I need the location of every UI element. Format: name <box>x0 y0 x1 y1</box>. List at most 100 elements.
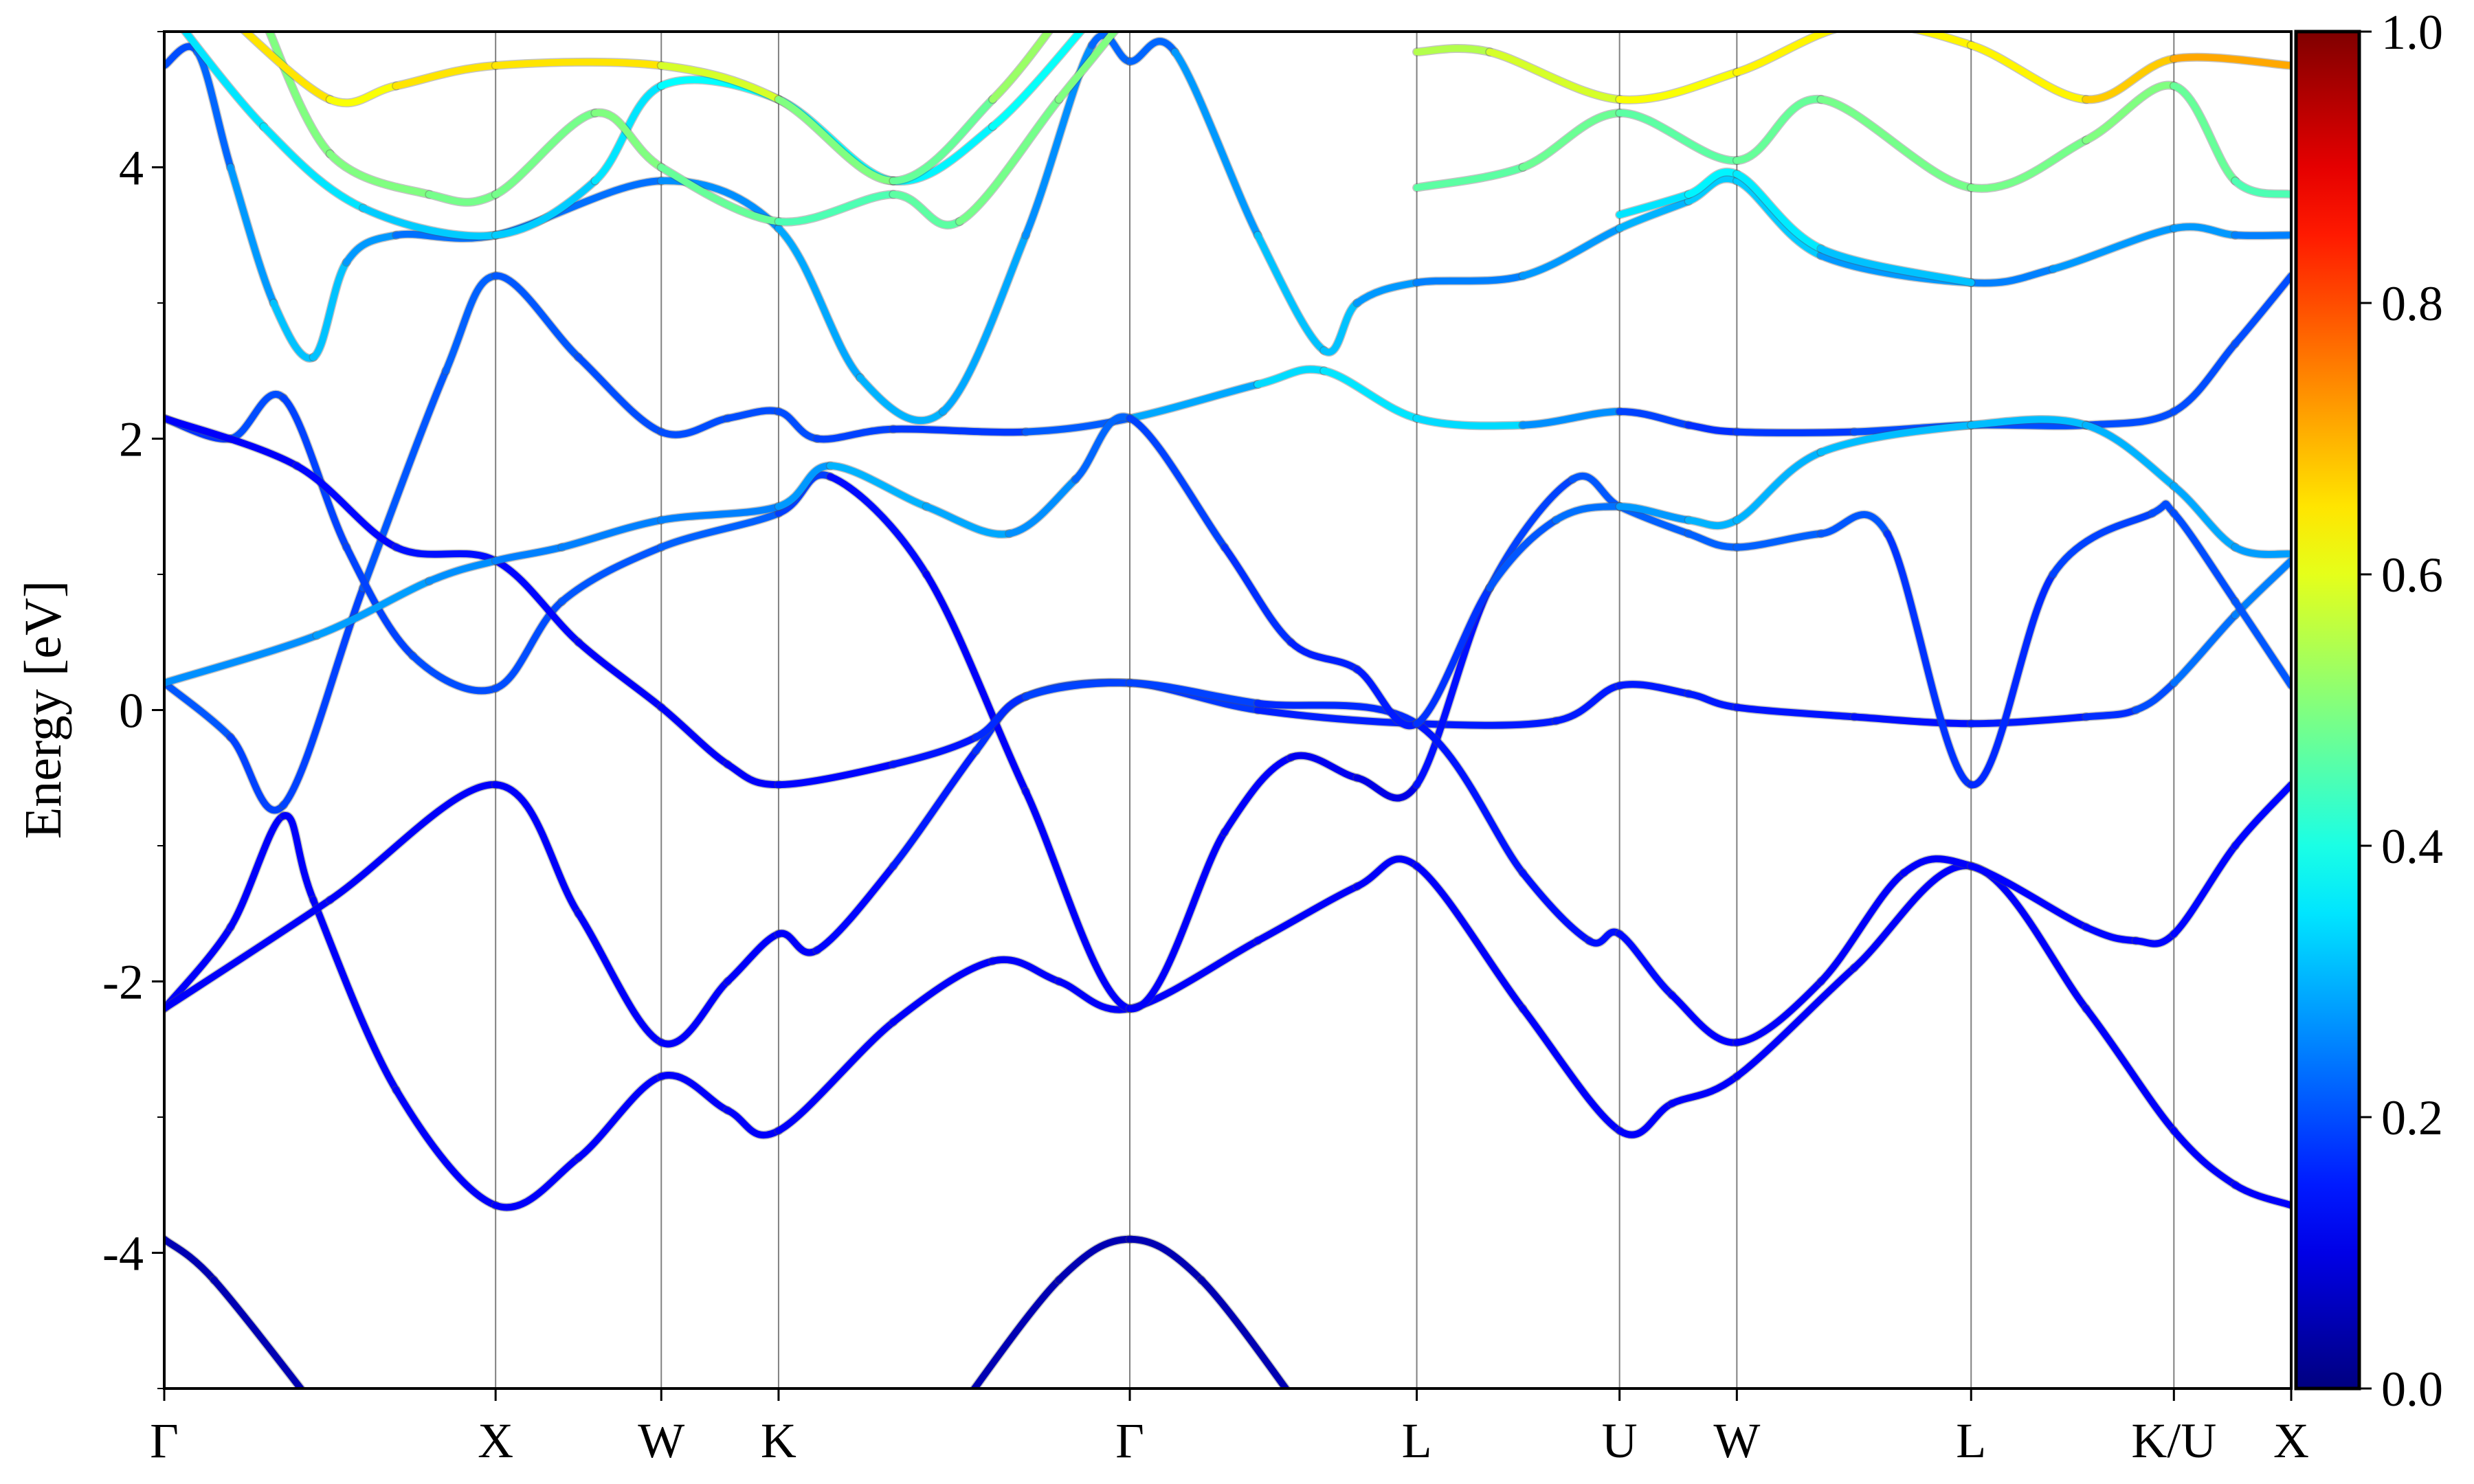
band-segment <box>889 734 980 768</box>
band-segment <box>2170 340 2239 415</box>
band-segment <box>227 734 287 814</box>
band-segment <box>1126 1235 1205 1283</box>
band-segment <box>359 367 449 592</box>
x-tick-label: W <box>1713 1413 1760 1468</box>
band-segment <box>972 693 1029 741</box>
band-segment <box>1585 928 1623 947</box>
band-segment <box>1254 366 1328 388</box>
band-segment <box>392 62 500 89</box>
colorbar-tick-label: 0.0 <box>2381 1362 2443 1417</box>
band-segment <box>1968 713 2090 728</box>
band-segment <box>889 957 996 1026</box>
band-segment <box>1616 109 1741 164</box>
band-segment <box>1353 666 1420 730</box>
band-segment <box>1733 95 1825 164</box>
band-segment <box>492 543 566 565</box>
band-segment <box>1616 930 1675 999</box>
band-segment <box>2082 408 2178 429</box>
band-segment <box>241 32 334 103</box>
band-segment <box>1733 964 1858 1080</box>
band-segment <box>1126 679 1262 707</box>
band-segment <box>280 812 317 903</box>
x-tick-label: X <box>2273 1413 2309 1468</box>
band-segment <box>1353 855 1420 890</box>
band-segment <box>227 164 278 306</box>
band-segment <box>2082 82 2178 144</box>
band-segment <box>989 956 1062 985</box>
y-tick-label: -4 <box>102 1226 144 1281</box>
band-segment <box>1022 788 1134 1012</box>
band-segment <box>1198 1277 1291 1389</box>
band-segment <box>260 123 367 212</box>
colorbar: 0.0 0.2 0.4 0.6 0.8 1.0 <box>2294 5 2443 1417</box>
band-segment <box>658 503 782 524</box>
x-tick-label: K/U <box>2131 1413 2216 1468</box>
band-segment <box>1733 170 1825 252</box>
band-segment <box>1413 862 1526 1012</box>
band-segment <box>970 1277 1062 1389</box>
band-segment <box>889 425 1029 436</box>
band-segment <box>1552 503 1623 524</box>
band-segment <box>575 910 665 1046</box>
band-segment <box>575 1072 665 1162</box>
band-segment <box>1668 1072 1741 1108</box>
band-segment <box>1089 32 1134 65</box>
band-segment <box>1968 571 2057 789</box>
band-segment <box>1684 530 1741 551</box>
band-segment <box>1413 272 1526 286</box>
band-segment <box>227 391 287 442</box>
band-segment-outline <box>825 472 931 579</box>
y-tick-label: 4 <box>119 141 144 196</box>
band-segment <box>774 761 897 789</box>
band-segment <box>2231 781 2291 849</box>
band-segment <box>1287 638 1361 673</box>
colorbar-tick-label: 0.6 <box>2381 548 2443 603</box>
band-segment <box>922 503 1013 538</box>
band-segment <box>1616 191 1692 218</box>
band-segment <box>1055 1235 1134 1283</box>
band-segment <box>1413 45 1493 56</box>
band-segment <box>492 177 599 239</box>
band-segment <box>1552 682 1623 725</box>
band-segment <box>2231 543 2291 558</box>
band-segment <box>1616 69 1741 104</box>
band-segment <box>1126 38 1179 65</box>
band-segment <box>1733 530 1825 551</box>
band-segment <box>1254 699 1420 728</box>
band-segment <box>658 414 731 438</box>
band-segment <box>956 95 1062 225</box>
band-segment <box>492 557 582 646</box>
colorbar-tick-label: 0.2 <box>2381 1090 2443 1145</box>
band-segment <box>1055 978 1134 1013</box>
band-segment <box>2170 611 2239 686</box>
band-segment <box>1733 428 1858 436</box>
colorbar-gradient <box>2294 30 2361 1391</box>
x-axis: Γ X W K Γ L U W L K/U X <box>150 1389 2309 1468</box>
band-segment <box>392 1086 500 1209</box>
band-segment <box>1413 164 1526 192</box>
band-segment <box>1221 754 1295 836</box>
band-segment <box>1616 1100 1675 1138</box>
band-segment <box>827 473 930 578</box>
band-segment <box>492 58 665 69</box>
band-segment <box>1817 869 1908 985</box>
band-segment <box>2082 421 2178 490</box>
y-tick-label: -2 <box>102 955 144 1010</box>
band-segment <box>164 897 334 1012</box>
x-tick-label: X <box>478 1413 513 1468</box>
band-segment <box>2049 510 2156 578</box>
band-segment <box>827 462 930 510</box>
band-segment <box>658 62 782 103</box>
band-segment <box>492 781 582 917</box>
band-segment <box>1071 413 1134 483</box>
band-segment <box>164 1235 218 1283</box>
band-segment <box>774 191 897 226</box>
band-segment <box>280 394 350 551</box>
band-segment <box>1817 510 1891 537</box>
band-segment <box>425 557 500 585</box>
band-segment <box>1569 472 1623 510</box>
x-tick-label: L <box>1956 1413 1986 1468</box>
band-segment <box>1684 168 1741 198</box>
bands <box>164 32 2291 1389</box>
band-segment <box>658 978 731 1048</box>
